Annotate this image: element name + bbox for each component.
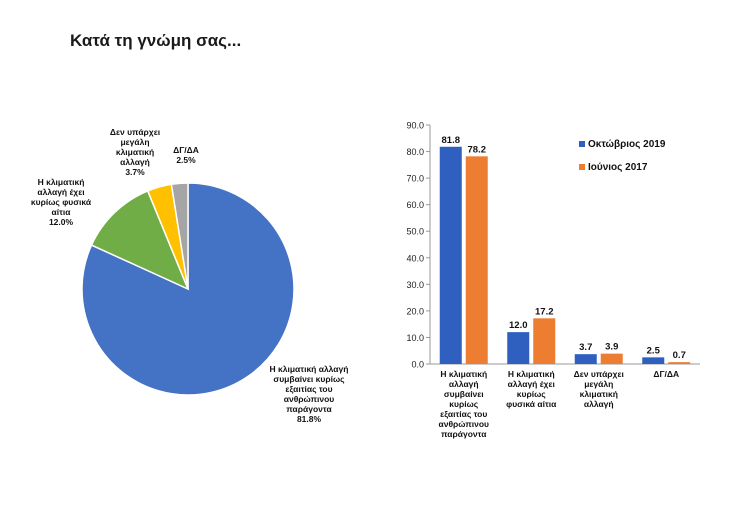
pie-label-no-change-text: Δεν υπάρχει μεγάλη κλιματική αλλαγή [109,127,161,167]
pie-label-dk-pct: 2.5% [176,155,196,165]
bar-jun-2017 [600,353,623,364]
y-tick-label: 30.0 [406,280,424,290]
bar-value-label: 3.9 [605,342,618,353]
y-tick-label: 70.0 [406,174,424,184]
pie-label-natural-text: Η κλιματική αλλαγή έχει κυρίως φυσικά αί… [30,177,92,217]
pie-slice-natural [90,189,190,291]
bar-oct-2019 [642,357,665,364]
y-tick-label: 90.0 [406,121,424,131]
pie-label-no-change-pct: 3.7% [125,167,145,177]
bar-value-label: 17.2 [535,306,554,317]
pie-label-dk: ΔΓ/ΔΑ 2.5% [166,145,206,165]
pie-label-dk-text: ΔΓ/ΔΑ [173,145,199,155]
bar-value-label: 3.7 [579,342,592,353]
pie-label-human: Η κλιματική αλλαγή συμβαίνει κυρίως εξαι… [262,364,356,424]
y-tick-label: 20.0 [406,306,424,316]
pie-label-human-text: Η κλιματική αλλαγή συμβαίνει κυρίως εξαι… [269,364,349,414]
pie-label-natural-pct: 12.0% [48,217,74,227]
legend-swatch-jun-2017 [579,164,585,170]
y-tick-label: 50.0 [406,227,424,237]
bar-oct-2019 [507,332,530,364]
bar-value-label: 2.5 [647,345,661,356]
x-category-label: Δεν υπάρχει μεγάλη κλιματική αλλαγή [574,369,625,409]
bar-jun-2017 [668,362,691,364]
bar-value-label: 81.8 [442,135,461,146]
y-tick-label: 40.0 [406,253,424,263]
bar-oct-2019 [574,354,597,364]
bar-jun-2017 [465,156,488,364]
legend-label-oct-2019: Οκτώβριος 2019 [588,139,666,150]
pie-label-no-change: Δεν υπάρχει μεγάλη κλιματική αλλαγή 3.7% [106,127,164,177]
bar-value-label: 12.0 [509,320,528,331]
bar-value-label: 0.7 [673,350,686,361]
bar-value-label: 78.2 [468,144,487,155]
y-tick-label: 0.0 [411,360,424,370]
x-category-label: ΔΓ/ΔΑ [653,369,679,379]
x-category-label: Η κλιματική αλλαγή έχει κυρίως φυσικά αίτια [506,369,557,409]
bar-jun-2017 [533,318,556,364]
x-category-label: Η κλιματική αλλαγή συμβαίνει κυρίως εξαιτίας… [439,369,490,439]
y-tick-label: 80.0 [406,147,424,157]
pie-label-natural: Η κλιματική αλλαγή έχει κυρίως φυσικά αί… [26,177,96,227]
pie-label-human-pct: 81.8% [296,414,322,424]
y-tick-label: 60.0 [406,200,424,210]
y-tick-label: 10.0 [406,333,424,343]
pie-slice-dk [170,182,189,290]
legend-swatch-oct-2019 [579,141,585,147]
page-title: Κατά τη γνώμη σας... [70,31,242,50]
bar-oct-2019 [439,146,462,364]
legend-label-jun-2017: Ιούνιος 2017 [588,162,648,173]
